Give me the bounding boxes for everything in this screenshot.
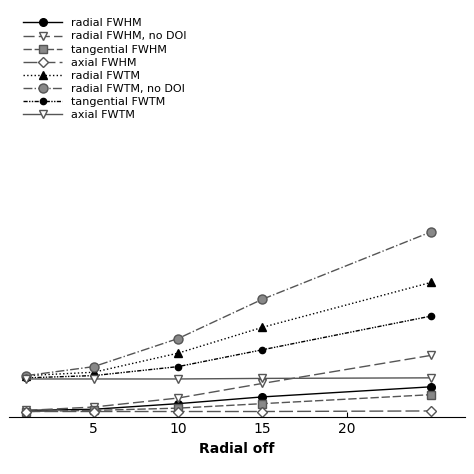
X-axis label: Radial off: Radial off: [199, 442, 275, 456]
Legend: radial FWHM, radial FWHM, no DOI, tangential FWHM, axial FWHM, radial FWTM, radi: radial FWHM, radial FWHM, no DOI, tangen…: [20, 15, 190, 124]
